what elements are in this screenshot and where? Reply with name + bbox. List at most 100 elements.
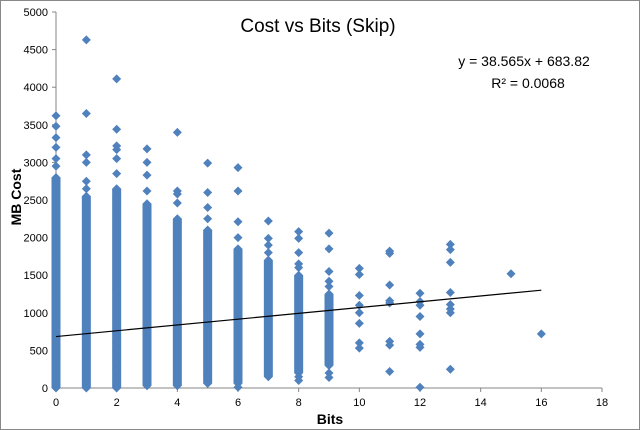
data-point	[172, 381, 182, 391]
data-point	[112, 230, 122, 240]
data-point	[263, 372, 273, 382]
data-point	[263, 255, 273, 265]
data-point	[445, 364, 455, 374]
data-point	[263, 272, 273, 282]
data-point	[142, 236, 152, 246]
data-point	[445, 245, 455, 255]
data-point	[172, 218, 182, 228]
data-point	[203, 203, 213, 213]
data-point	[81, 230, 91, 240]
data-point	[112, 184, 122, 194]
y-tick-label: 3000	[24, 157, 48, 169]
data-point	[324, 368, 334, 378]
data-point	[324, 281, 334, 291]
data-point	[415, 342, 425, 352]
y-tick-label: 5000	[24, 7, 48, 19]
data-point	[294, 278, 304, 288]
data-point	[324, 342, 334, 352]
data-point	[142, 218, 152, 228]
data-point	[354, 291, 364, 301]
data-point	[51, 184, 61, 194]
data-point	[142, 199, 152, 209]
data-point	[112, 124, 122, 134]
data-point	[203, 360, 213, 370]
data-point	[172, 236, 182, 246]
chart-title: Cost vs Bits (Skip)	[240, 16, 395, 37]
trendline	[55, 289, 542, 338]
data-point	[142, 281, 152, 291]
data-point	[81, 239, 91, 249]
data-point	[81, 35, 91, 45]
data-point	[142, 318, 152, 328]
data-point	[263, 216, 273, 226]
data-point	[294, 263, 304, 273]
data-point	[445, 239, 455, 249]
data-point	[172, 272, 182, 282]
y-tick-label: 2000	[24, 233, 48, 245]
data-point	[294, 359, 304, 369]
data-point	[81, 320, 91, 330]
data-point	[324, 360, 334, 370]
data-point	[142, 186, 152, 196]
data-point	[81, 311, 91, 321]
y-tick-label: 500	[30, 345, 48, 357]
data-point	[294, 350, 304, 360]
data-point	[142, 227, 152, 237]
data-point	[51, 212, 61, 222]
data-point	[233, 288, 243, 298]
data-point	[263, 263, 273, 273]
data-point	[172, 198, 182, 208]
data-point	[112, 374, 122, 384]
data-point	[142, 170, 152, 180]
data-point	[172, 300, 182, 310]
data-point	[51, 121, 61, 131]
data-point	[112, 275, 122, 285]
data-point	[203, 252, 213, 262]
data-point	[142, 327, 152, 337]
data-point	[51, 293, 61, 303]
data-point	[142, 254, 152, 264]
data-point	[263, 336, 273, 346]
trendline-r-squared: R² = 0.0068	[491, 75, 565, 91]
data-point	[263, 345, 273, 355]
data-point	[142, 381, 152, 391]
data-point	[294, 305, 304, 315]
data-point	[294, 227, 304, 237]
data-point	[81, 338, 91, 348]
data-point	[51, 347, 61, 357]
y-tick-label: 1500	[24, 270, 48, 282]
data-point	[112, 302, 122, 312]
data-point	[263, 240, 273, 250]
data-point	[233, 324, 243, 334]
data-point	[203, 333, 213, 343]
data-point	[51, 275, 61, 285]
data-point	[81, 347, 91, 357]
data-point	[81, 356, 91, 366]
data-point	[172, 309, 182, 319]
data-point	[112, 284, 122, 294]
data-point	[385, 248, 395, 258]
data-point	[51, 239, 61, 249]
data-point	[142, 300, 152, 310]
data-point	[263, 363, 273, 373]
data-point	[112, 221, 122, 231]
y-tick-label: 0	[42, 383, 48, 395]
data-point	[233, 315, 243, 325]
data-point	[324, 289, 334, 299]
data-point	[203, 187, 213, 197]
data-point	[172, 214, 182, 224]
data-point	[354, 269, 364, 279]
data-point	[354, 308, 364, 318]
data-point	[112, 193, 122, 203]
data-point	[51, 338, 61, 348]
x-tick-label: 16	[535, 397, 547, 409]
data-point	[203, 225, 213, 235]
y-axis-label: MB Cost	[8, 168, 24, 225]
data-point	[233, 244, 243, 254]
data-point	[203, 243, 213, 253]
data-point	[51, 230, 61, 240]
data-point	[233, 217, 243, 227]
plot-area: 0 500 1000 1500 2000 2500 3000 3500 4000 4500 5000…	[24, 7, 609, 409]
data-point	[172, 263, 182, 273]
data-point	[233, 342, 243, 352]
